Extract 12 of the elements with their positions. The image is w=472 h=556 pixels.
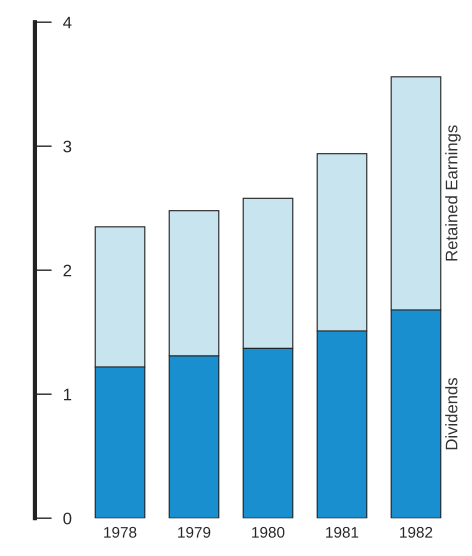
x-tick-label: 1979 bbox=[178, 526, 210, 538]
y-tick-label: 3 bbox=[63, 140, 72, 152]
text: Dividends bbox=[445, 378, 458, 450]
x-tick-label: 1982 bbox=[400, 526, 432, 538]
x-tick-label: 1981 bbox=[326, 526, 358, 538]
y-tick-label: 0 bbox=[63, 512, 72, 524]
y-tick-label: 4 bbox=[63, 16, 72, 28]
y-tick-label: 1 bbox=[64, 388, 72, 400]
text: Retained Earnings bbox=[445, 125, 461, 261]
x-tick-label: 1980 bbox=[252, 526, 284, 538]
y-tick-label: 2 bbox=[64, 264, 72, 276]
x-tick-label: 1978 bbox=[104, 526, 136, 538]
